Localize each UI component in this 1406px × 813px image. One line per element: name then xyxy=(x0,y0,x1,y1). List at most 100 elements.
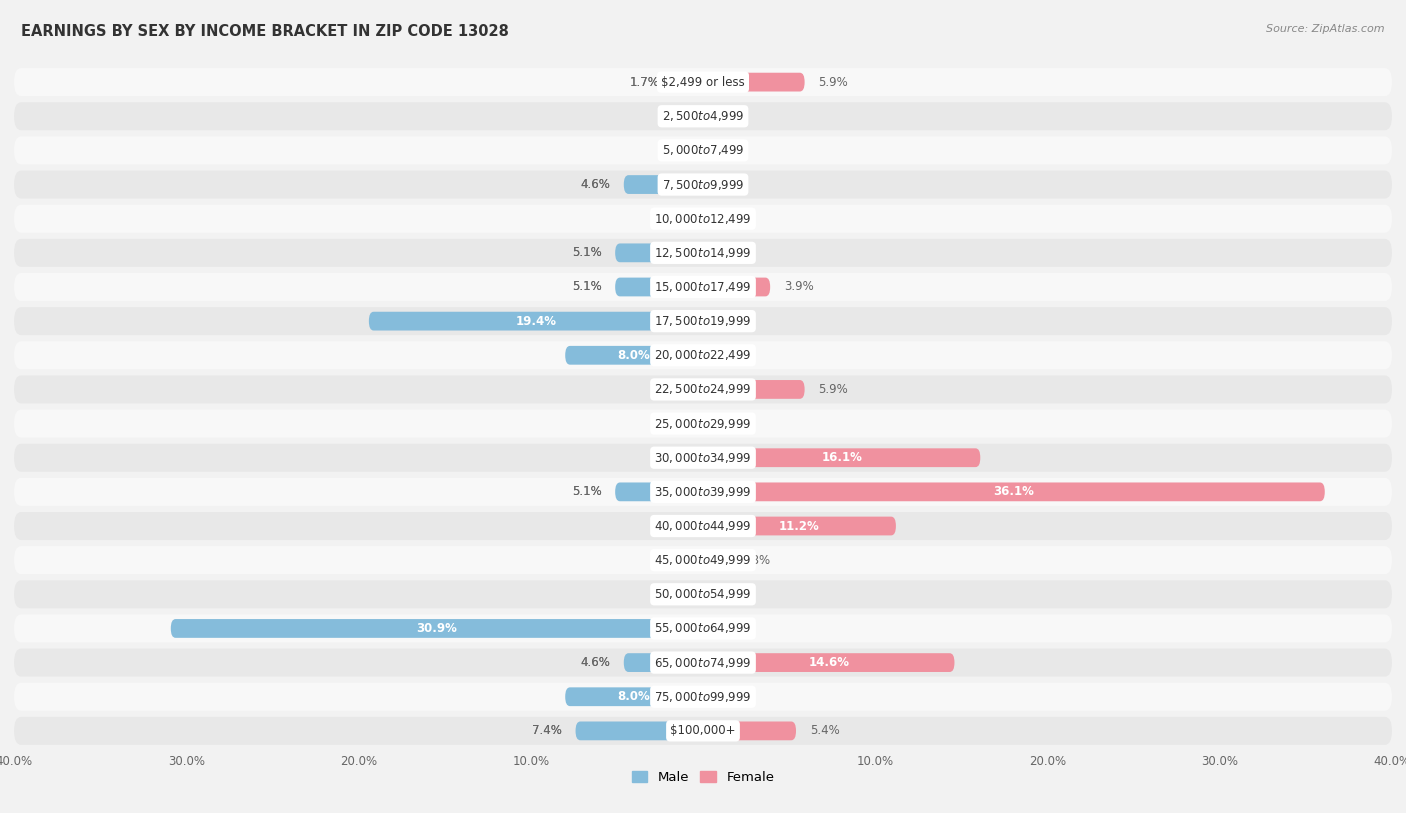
Text: 4.6%: 4.6% xyxy=(581,178,610,191)
Text: $65,000 to $74,999: $65,000 to $74,999 xyxy=(654,655,752,670)
FancyBboxPatch shape xyxy=(624,653,703,672)
Text: 4.6%: 4.6% xyxy=(581,178,610,191)
Text: $2,500 to $4,999: $2,500 to $4,999 xyxy=(662,109,744,124)
Legend: Male, Female: Male, Female xyxy=(626,766,780,789)
FancyBboxPatch shape xyxy=(14,546,1392,574)
Text: $15,000 to $17,499: $15,000 to $17,499 xyxy=(654,280,752,294)
Text: 0.0%: 0.0% xyxy=(659,520,689,533)
Text: 5.1%: 5.1% xyxy=(572,246,602,259)
Text: 4.6%: 4.6% xyxy=(581,656,610,669)
FancyBboxPatch shape xyxy=(14,444,1392,472)
Text: 0.0%: 0.0% xyxy=(659,417,689,430)
Text: $25,000 to $29,999: $25,000 to $29,999 xyxy=(654,416,752,431)
Text: $75,000 to $99,999: $75,000 to $99,999 xyxy=(654,689,752,704)
FancyBboxPatch shape xyxy=(703,448,980,467)
Text: 5.9%: 5.9% xyxy=(818,76,848,89)
FancyBboxPatch shape xyxy=(14,649,1392,676)
Text: 0.0%: 0.0% xyxy=(659,417,689,430)
FancyBboxPatch shape xyxy=(703,516,896,536)
Text: 0.0%: 0.0% xyxy=(659,554,689,567)
FancyBboxPatch shape xyxy=(703,72,804,92)
Text: $17,500 to $19,999: $17,500 to $19,999 xyxy=(654,314,752,328)
Text: 16.1%: 16.1% xyxy=(821,451,862,464)
Text: Source: ZipAtlas.com: Source: ZipAtlas.com xyxy=(1267,24,1385,34)
Text: 30.9%: 30.9% xyxy=(416,622,457,635)
FancyBboxPatch shape xyxy=(14,580,1392,608)
Text: 5.1%: 5.1% xyxy=(572,280,602,293)
FancyBboxPatch shape xyxy=(14,717,1392,745)
Text: 0.0%: 0.0% xyxy=(717,315,747,328)
FancyBboxPatch shape xyxy=(14,615,1392,642)
Text: 7.4%: 7.4% xyxy=(531,724,562,737)
FancyBboxPatch shape xyxy=(703,550,720,570)
FancyBboxPatch shape xyxy=(14,273,1392,301)
FancyBboxPatch shape xyxy=(14,239,1392,267)
FancyBboxPatch shape xyxy=(368,311,703,331)
Text: 0.0%: 0.0% xyxy=(659,554,689,567)
Text: $5,000 to $7,499: $5,000 to $7,499 xyxy=(662,143,744,158)
Text: 5.1%: 5.1% xyxy=(572,280,602,293)
Text: 0.0%: 0.0% xyxy=(717,246,747,259)
Text: $100,000+: $100,000+ xyxy=(671,724,735,737)
FancyBboxPatch shape xyxy=(575,721,703,741)
Text: 0.0%: 0.0% xyxy=(659,110,689,123)
Text: $7,500 to $9,999: $7,500 to $9,999 xyxy=(662,177,744,192)
Text: 0.0%: 0.0% xyxy=(659,451,689,464)
FancyBboxPatch shape xyxy=(673,72,703,92)
Text: 36.1%: 36.1% xyxy=(994,485,1035,498)
FancyBboxPatch shape xyxy=(624,175,703,194)
Text: 0.0%: 0.0% xyxy=(717,690,747,703)
Text: $2,499 or less: $2,499 or less xyxy=(661,76,745,89)
FancyBboxPatch shape xyxy=(14,512,1392,540)
Text: 4.6%: 4.6% xyxy=(581,656,610,669)
Text: EARNINGS BY SEX BY INCOME BRACKET IN ZIP CODE 13028: EARNINGS BY SEX BY INCOME BRACKET IN ZIP… xyxy=(21,24,509,39)
Text: 0.0%: 0.0% xyxy=(717,349,747,362)
FancyBboxPatch shape xyxy=(703,380,804,399)
Text: 0.0%: 0.0% xyxy=(717,622,747,635)
Text: 0.0%: 0.0% xyxy=(659,383,689,396)
FancyBboxPatch shape xyxy=(14,307,1392,335)
Text: 0.0%: 0.0% xyxy=(659,212,689,225)
Text: 5.1%: 5.1% xyxy=(572,246,602,259)
Text: 5.1%: 5.1% xyxy=(572,485,602,498)
Text: 0.0%: 0.0% xyxy=(659,520,689,533)
Text: $12,500 to $14,999: $12,500 to $14,999 xyxy=(654,246,752,260)
FancyBboxPatch shape xyxy=(565,687,703,706)
Text: 3.9%: 3.9% xyxy=(785,280,814,293)
Text: 0.0%: 0.0% xyxy=(659,144,689,157)
Text: 1.7%: 1.7% xyxy=(630,76,659,89)
Text: 0.0%: 0.0% xyxy=(659,588,689,601)
Text: $20,000 to $22,499: $20,000 to $22,499 xyxy=(654,348,752,363)
Text: 5.1%: 5.1% xyxy=(572,485,602,498)
Text: 1.7%: 1.7% xyxy=(630,76,659,89)
Text: 0.0%: 0.0% xyxy=(659,588,689,601)
Text: 14.6%: 14.6% xyxy=(808,656,849,669)
Text: 0.0%: 0.0% xyxy=(659,451,689,464)
Text: 0.0%: 0.0% xyxy=(659,383,689,396)
FancyBboxPatch shape xyxy=(703,277,770,297)
Text: $40,000 to $44,999: $40,000 to $44,999 xyxy=(654,519,752,533)
FancyBboxPatch shape xyxy=(14,137,1392,164)
Text: 8.0%: 8.0% xyxy=(617,349,651,362)
FancyBboxPatch shape xyxy=(14,102,1392,130)
FancyBboxPatch shape xyxy=(14,683,1392,711)
FancyBboxPatch shape xyxy=(14,205,1392,233)
Text: $22,500 to $24,999: $22,500 to $24,999 xyxy=(654,382,752,397)
Text: 0.0%: 0.0% xyxy=(717,417,747,430)
FancyBboxPatch shape xyxy=(616,277,703,297)
Text: $45,000 to $49,999: $45,000 to $49,999 xyxy=(654,553,752,567)
Text: 0.0%: 0.0% xyxy=(717,588,747,601)
FancyBboxPatch shape xyxy=(565,346,703,365)
FancyBboxPatch shape xyxy=(616,482,703,502)
Text: 0.0%: 0.0% xyxy=(659,212,689,225)
Text: $55,000 to $64,999: $55,000 to $64,999 xyxy=(654,621,752,636)
Text: 0.0%: 0.0% xyxy=(717,144,747,157)
FancyBboxPatch shape xyxy=(14,410,1392,437)
Text: $30,000 to $34,999: $30,000 to $34,999 xyxy=(654,450,752,465)
Text: 0.98%: 0.98% xyxy=(734,554,770,567)
Text: $35,000 to $39,999: $35,000 to $39,999 xyxy=(654,485,752,499)
FancyBboxPatch shape xyxy=(14,171,1392,198)
Text: 5.9%: 5.9% xyxy=(818,383,848,396)
FancyBboxPatch shape xyxy=(703,482,1324,502)
Text: 0.0%: 0.0% xyxy=(717,178,747,191)
